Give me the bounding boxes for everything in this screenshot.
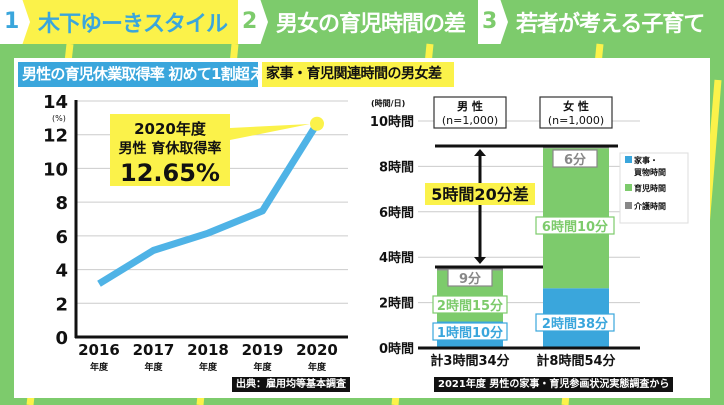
left-chart-title: 男性の育児休業取得率 初めて1割超え bbox=[18, 62, 258, 87]
category-header-box bbox=[539, 96, 613, 129]
callout-value: 12.65% bbox=[120, 159, 220, 187]
category-label: 男 性 bbox=[457, 99, 483, 113]
difference-label: 5時間20分差 bbox=[431, 185, 528, 204]
tab-label: 若者が考える子育て bbox=[516, 12, 705, 37]
x-tick-label: 2018 bbox=[187, 341, 229, 359]
callout-line1: 2020年度 bbox=[134, 120, 207, 138]
y-axis-unit: (時間/日) bbox=[371, 98, 405, 108]
x-tick-suffix: 年度 bbox=[144, 361, 163, 373]
segment-label-box bbox=[535, 216, 615, 235]
segment-label: 2時間38分 bbox=[542, 316, 608, 332]
y-tick-label: 14 bbox=[43, 92, 68, 113]
y-axis-unit: (%) bbox=[52, 114, 66, 123]
arrow-head-down bbox=[474, 257, 486, 265]
y-tick-label: 0 bbox=[55, 328, 68, 349]
segment-label: 6時間10分 bbox=[542, 219, 608, 235]
y-tick-label: 10 bbox=[43, 159, 68, 180]
x-tick-label: 2016 bbox=[78, 341, 120, 359]
legend-label: 家事・ bbox=[634, 155, 658, 165]
tab-bar: 1 木下ゆーきスタイル 2 男女の育児時間の差 3 若者が考える子育て bbox=[0, 0, 724, 44]
tab-childcare-gap[interactable]: 2 男女の育児時間の差 bbox=[238, 0, 478, 44]
left-source: 出典：雇用均等基本調査 bbox=[232, 377, 350, 392]
x-tick-label: 2020 bbox=[296, 341, 338, 359]
right-chart-title: 家事・育児関連時間の男女差 bbox=[262, 62, 454, 87]
tab-label: 男女の育児時間の差 bbox=[276, 12, 466, 37]
x-tick-suffix: 年度 bbox=[199, 361, 218, 373]
segment-label: 2時間15分 bbox=[437, 298, 503, 314]
legend-label: 育児時間 bbox=[634, 183, 666, 193]
category-n: (n=1,000) bbox=[548, 114, 604, 127]
segment-label: 6分 bbox=[564, 152, 586, 168]
x-tick-suffix: 年度 bbox=[253, 361, 272, 373]
category-total: 計3時間34分 bbox=[430, 353, 509, 369]
x-tick-label: 2019 bbox=[242, 341, 284, 359]
data-line bbox=[97, 121, 320, 287]
y-tick-label: 10時間 bbox=[370, 114, 414, 130]
segment-label-box bbox=[552, 149, 598, 168]
y-tick-label: 6 bbox=[55, 227, 68, 248]
y-tick-label: 6時間 bbox=[379, 205, 414, 221]
segment-label-box bbox=[432, 322, 508, 341]
x-tick-suffix: 年度 bbox=[90, 361, 109, 373]
legend-swatch bbox=[625, 202, 632, 209]
y-tick-label: 12 bbox=[43, 126, 68, 147]
tab-number: 2 bbox=[238, 0, 268, 44]
category-header-box bbox=[433, 96, 507, 129]
segment-label: 9分 bbox=[459, 271, 481, 287]
segment-label-box bbox=[447, 268, 493, 287]
category-n: (n=1,000) bbox=[442, 114, 498, 127]
y-tick-label: 0時間 bbox=[379, 341, 414, 357]
category-label: 女 性 bbox=[563, 99, 589, 113]
segment-label-box bbox=[535, 313, 615, 332]
x-tick-suffix: 年度 bbox=[308, 361, 327, 373]
y-tick-label: 2 bbox=[55, 294, 68, 315]
legend-swatch bbox=[625, 156, 632, 163]
right-source: 2021年度 男性の家事・育児参画状況実態調査から bbox=[434, 377, 674, 392]
tab-label: 木下ゆーきスタイル bbox=[38, 12, 228, 37]
difference-box bbox=[425, 183, 535, 205]
y-tick-label: 8 bbox=[55, 193, 68, 214]
segment-label: 1時間10分 bbox=[437, 325, 503, 341]
legend-swatch bbox=[625, 184, 632, 191]
callout-line2: 男性 育休取得率 bbox=[119, 140, 222, 157]
data-point bbox=[310, 116, 324, 131]
legend-label: 買物時間 bbox=[634, 167, 666, 177]
y-tick-label: 2時間 bbox=[379, 296, 414, 312]
tab-young-people[interactable]: 3 若者が考える子育て bbox=[478, 0, 724, 44]
arrow-head-up bbox=[474, 148, 486, 156]
category-total: 計8時間54分 bbox=[536, 353, 615, 369]
y-tick-label: 4時間 bbox=[379, 250, 414, 266]
segment-label-box bbox=[432, 295, 508, 314]
y-tick-label: 8時間 bbox=[379, 159, 414, 175]
legend-label: 介護時間 bbox=[633, 201, 666, 211]
tab-kinoshita-style[interactable]: 1 木下ゆーきスタイル bbox=[0, 0, 238, 44]
x-tick-label: 2017 bbox=[133, 341, 175, 359]
y-tick-label: 4 bbox=[55, 261, 68, 282]
callout-box bbox=[110, 114, 310, 186]
